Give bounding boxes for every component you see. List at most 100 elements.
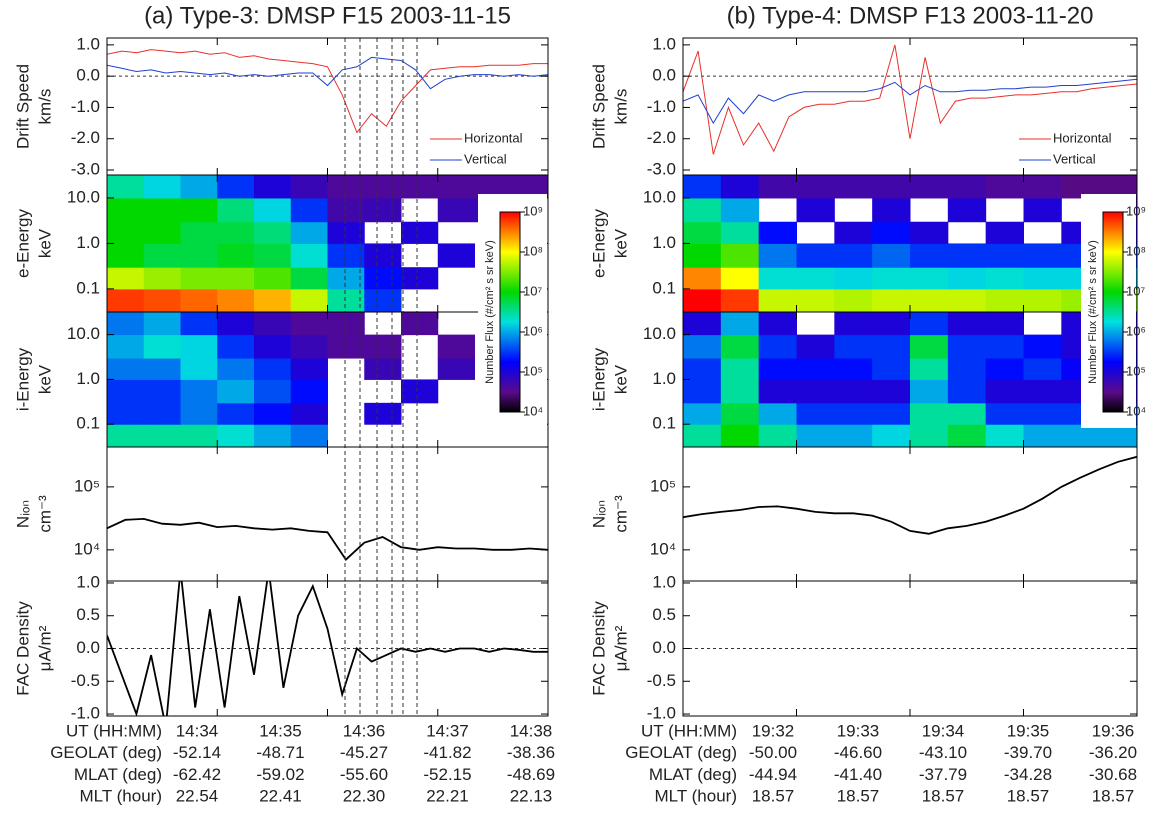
y-tick-label: 0.1 (76, 414, 100, 433)
heatmap-cell (683, 267, 722, 290)
colorbar-tick-label: 10⁴ (523, 403, 543, 418)
ephemeris-value: 19:33 (837, 721, 880, 740)
heatmap-cell (1099, 424, 1137, 447)
heatmap-cell (254, 379, 292, 404)
heatmap-cell (254, 402, 292, 425)
heatmap-cell (143, 267, 181, 290)
heatmap-cell (758, 243, 797, 268)
heatmap-cell (437, 358, 475, 380)
heatmap-cell (834, 288, 873, 312)
y-axis-unit: cm⁻³ (611, 495, 630, 533)
ephemeris-value: 22.21 (426, 787, 469, 806)
heatmap-cell (107, 267, 145, 290)
heatmap-cell (327, 312, 365, 336)
heatmap-cell (327, 175, 365, 199)
overlay: Horizontal Vertical -3.0 -2.0 -1.0 0.0 1.0 Drif… (13, 2, 1146, 805)
heatmap-cell (254, 221, 292, 244)
ephemeris-value: 22.54 (176, 787, 219, 806)
heatmap-cell (511, 175, 548, 199)
heatmap-cell (910, 243, 949, 268)
heatmap-cell (910, 288, 949, 312)
ephemeris-value: -48.69 (507, 765, 555, 784)
heatmap-cell (290, 424, 328, 447)
heatmap-cell (217, 424, 255, 447)
heatmap-cell (796, 288, 835, 312)
heatmap-cell (796, 197, 835, 223)
heatmap-cell (683, 379, 722, 404)
ephemeris-label: UT (HH:MM) (66, 721, 162, 740)
heatmap-cell (1023, 175, 1062, 199)
ephemeris-value: -44.94 (749, 765, 797, 784)
y-tick-label: -0.5 (647, 671, 676, 690)
panel (107, 581, 548, 716)
heatmap-cell (217, 243, 255, 268)
heatmap-cell (290, 334, 328, 359)
heatmap-cell (143, 221, 181, 244)
heatmap-cell (364, 358, 402, 380)
heatmap-cell (910, 221, 949, 244)
y-tick-label: 1.0 (76, 34, 100, 53)
y-axis-label: e-Energy (13, 209, 32, 278)
heatmap-cell (834, 243, 873, 268)
heatmap-cell (254, 358, 292, 380)
ephemeris-label: GEOLAT (deg) (50, 743, 162, 762)
heatmap-cell (1061, 175, 1100, 199)
y-tick-label: 1.0 (652, 369, 676, 388)
ephemeris-value: -38.36 (507, 743, 555, 762)
panel (683, 44, 1137, 155)
y-tick-label: 10.0 (643, 324, 676, 343)
heatmap-cell (947, 334, 987, 359)
legend-label: Vertical (1053, 151, 1096, 166)
ephemeris-label: GEOLAT (deg) (625, 743, 737, 762)
heatmap-cell (683, 358, 722, 380)
heatmap-cell (872, 243, 911, 268)
heatmap-cell (947, 379, 987, 404)
heatmap-cell (1023, 424, 1062, 447)
heatmap-cell (947, 358, 987, 380)
ephemeris-value: 19:35 (1007, 721, 1050, 740)
ephemeris-value: 19:34 (922, 721, 965, 740)
heatmap-cell (720, 379, 760, 404)
panel (107, 49, 548, 134)
heatmap-cell (290, 267, 328, 290)
ephemeris-value: -45.27 (340, 743, 388, 762)
y-tick-label: 10.0 (643, 187, 676, 206)
ephemeris-label: MLAT (deg) (649, 765, 737, 784)
heatmap-cell (758, 402, 797, 425)
heatmap-cell (290, 402, 328, 425)
series-line (107, 49, 548, 134)
ephemeris-value: 18.57 (1007, 787, 1050, 806)
heatmap-cell (985, 288, 1024, 312)
heatmap-cell (290, 312, 328, 336)
y-tick-label: 1.0 (652, 34, 676, 53)
heatmap-cell (364, 402, 402, 425)
heatmap-cell (796, 334, 835, 359)
heatmap-cell (834, 175, 873, 199)
ephemeris-value: -62.42 (173, 765, 221, 784)
heatmap-cell (683, 424, 722, 447)
heatmap-cell (683, 402, 722, 425)
heatmap-cell (796, 402, 835, 425)
heatmap-cell (327, 221, 365, 244)
heatmap-cell (327, 267, 365, 290)
heatmap-cell (107, 402, 145, 425)
heatmap-cell (947, 288, 987, 312)
ephemeris-value: -34.28 (1004, 765, 1052, 784)
colorbar-tick-label: 10⁵ (1126, 363, 1146, 378)
colorbar (499, 211, 521, 413)
colorbar-tick-label: 10⁷ (523, 283, 542, 298)
heatmap-cell (254, 334, 292, 359)
heatmap-cell (143, 358, 181, 380)
y-tick-label: 0.0 (76, 66, 100, 85)
y-tick-label: -1.0 (71, 97, 100, 116)
y-tick-label: 0.1 (652, 278, 676, 297)
heatmap-cell (947, 402, 987, 425)
panel (683, 175, 1137, 312)
ephemeris-value: -52.15 (423, 765, 471, 784)
heatmap-cell (910, 267, 949, 290)
heatmap-cell (364, 334, 402, 359)
heatmap-cell (1023, 243, 1062, 268)
heatmap-cell (720, 402, 760, 425)
colorbar (1102, 211, 1124, 413)
